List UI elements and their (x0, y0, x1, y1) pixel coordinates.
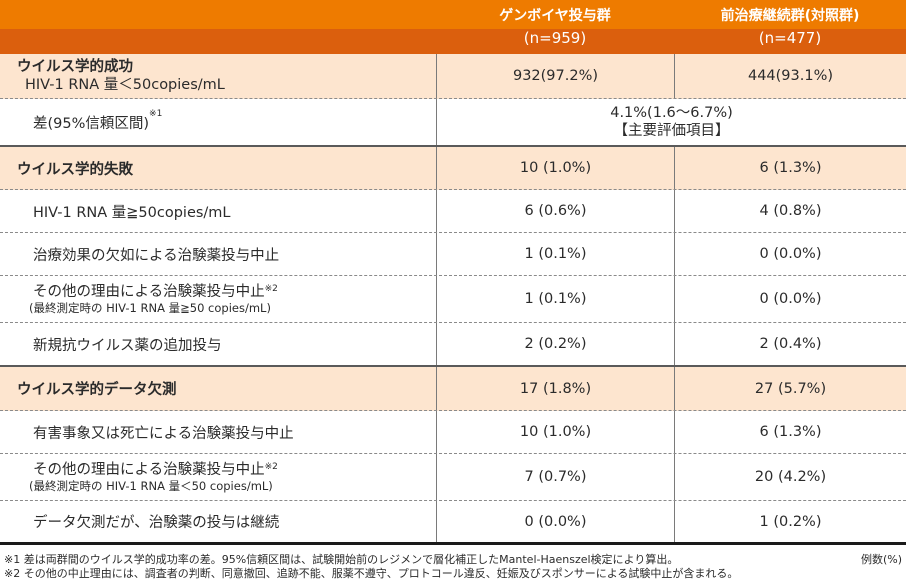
cell-control: 6 (1.3%) (674, 147, 906, 189)
row-label: データ欠測だが、治験薬の投与は継続 (33, 515, 280, 531)
header-col1-n: (n=959) (523, 29, 587, 47)
cell-control: 0 (0.0%) (674, 276, 906, 322)
table-row: 有害事象又は死亡による治験薬投与中止 10 (1.0%) 6 (1.3%) (0, 411, 906, 454)
footnotes: ※1 差は両群間のウイルス学的成功率の差。95%信頼区間は、試験開始前のレジメン… (4, 553, 904, 581)
header-col1-title: ゲンボイヤ投与群 (499, 8, 611, 24)
header-col2-n: (n=477) (758, 29, 822, 47)
unit-label: 例数(%) (860, 553, 902, 566)
row-label: 差(95%信頼区間)※1 (33, 108, 163, 132)
footnote-ref: ※2 (264, 284, 278, 294)
table-row-difference: 差(95%信頼区間)※1 4.1%(1.6〜6.7%) 【主要評価項目】 (0, 99, 906, 147)
row-label: 有害事象又は死亡による治験薬投与中止 (33, 425, 294, 442)
row-label: 新規抗ウイルス薬の追加投与 (33, 337, 222, 354)
cell-genvoya: 932(97.2%) (436, 54, 674, 98)
row-label: 治療効果の欠如による治験薬投与中止 (33, 247, 280, 264)
row-label: ウイルス学的失敗 (17, 161, 133, 178)
cell-control: 4 (0.8%) (674, 190, 906, 232)
header-band-top (0, 0, 906, 29)
cell-control: 6 (1.3%) (674, 411, 906, 453)
table-row-data-missing: ウイルス学的データ欠測 17 (1.8%) 27 (5.7%) (0, 367, 906, 411)
cell-genvoya: 1 (0.1%) (436, 233, 674, 275)
row-label: HIV-1 RNA 量≧50copies/mL (33, 204, 231, 221)
cell-control: 2 (0.4%) (674, 323, 906, 365)
cell-genvoya: 2 (0.2%) (436, 323, 674, 365)
cell-control: 1 (0.2%) (674, 501, 906, 542)
header-col2-title: 前治療継続群(対照群) (720, 8, 860, 24)
row-label: ウイルス学的成功 HIV-1 RNA 量＜50copies/mL (17, 59, 225, 93)
cell-genvoya: 6 (0.6%) (436, 190, 674, 232)
cell-control: 444(93.1%) (674, 54, 906, 98)
table-row-virologic-success: ウイルス学的成功 HIV-1 RNA 量＜50copies/mL 932(97.… (0, 54, 906, 99)
table-row: その他の理由による治験薬投与中止※2 (最終測定時の HIV-1 RNA 量≧5… (0, 276, 906, 323)
cell-genvoya: 1 (0.1%) (436, 276, 674, 322)
cell-difference-span: 4.1%(1.6〜6.7%) 【主要評価項目】 (436, 99, 906, 145)
table-row: 治療効果の欠如による治験薬投与中止 1 (0.1%) 0 (0.0%) (0, 233, 906, 276)
header-control-group: 前治療継続群(対照群) (n=477) (674, 0, 906, 54)
cell-control: 27 (5.7%) (674, 367, 906, 410)
table-header: ゲンボイヤ投与群 (n=959) 前治療継続群(対照群) (n=477) (0, 0, 906, 54)
cell-genvoya: 7 (0.7%) (436, 454, 674, 500)
header-genvoya-group: ゲンボイヤ投与群 (n=959) (436, 0, 674, 54)
table-row: その他の理由による治験薬投与中止※2 (最終測定時の HIV-1 RNA 量＜5… (0, 454, 906, 501)
cell-control: 0 (0.0%) (674, 233, 906, 275)
cell-control: 20 (4.2%) (674, 454, 906, 500)
table-row: データ欠測だが、治験薬の投与は継続 0 (0.0%) 1 (0.2%) (0, 501, 906, 545)
cell-genvoya: 17 (1.8%) (436, 367, 674, 410)
row-label: その他の理由による治験薬投与中止※2 (最終測定時の HIV-1 RNA 量≧5… (29, 284, 278, 315)
table-row: 新規抗ウイルス薬の追加投与 2 (0.2%) 2 (0.4%) (0, 323, 906, 367)
difference-value: 4.1%(1.6〜6.7%) (610, 105, 733, 121)
cell-genvoya: 0 (0.0%) (436, 501, 674, 542)
footnote-1: ※1 差は両群間のウイルス学的成功率の差。95%信頼区間は、試験開始前のレジメン… (4, 553, 679, 566)
primary-endpoint-label: 【主要評価項目】 (613, 123, 730, 139)
cell-genvoya: 10 (1.0%) (436, 147, 674, 189)
footnote-2: ※2 その他の中止理由には、調査者の判断、同意撤回、追跡不能、服薬不遵守、プロト… (4, 567, 739, 580)
table-row-virologic-failure: ウイルス学的失敗 10 (1.0%) 6 (1.3%) (0, 147, 906, 190)
row-label: その他の理由による治験薬投与中止※2 (最終測定時の HIV-1 RNA 量＜5… (29, 462, 278, 493)
header-band-bottom (0, 29, 906, 54)
cell-genvoya: 10 (1.0%) (436, 411, 674, 453)
footnote-ref: ※1 (149, 108, 163, 119)
table-row: HIV-1 RNA 量≧50copies/mL 6 (0.6%) 4 (0.8%… (0, 190, 906, 233)
footnote-ref: ※2 (264, 462, 278, 472)
row-label: ウイルス学的データ欠測 (17, 382, 177, 398)
